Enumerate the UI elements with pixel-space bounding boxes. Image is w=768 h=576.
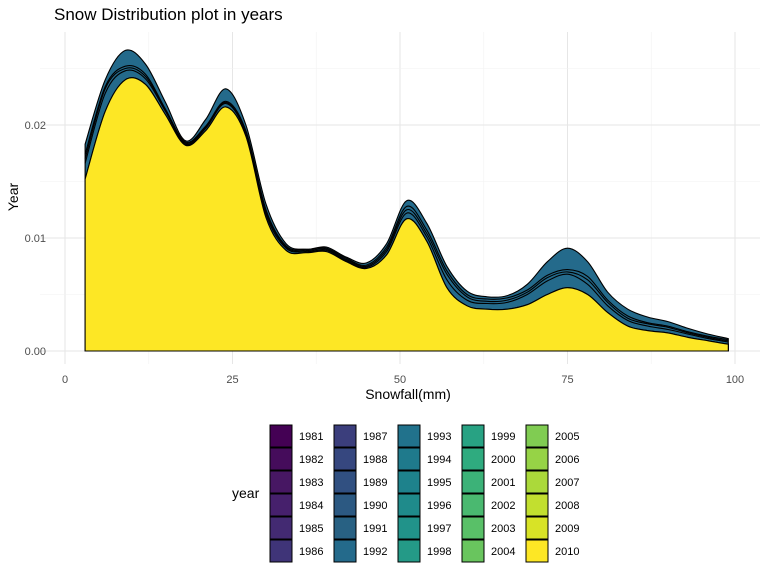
legend-key-1988: [333, 447, 357, 471]
legend-key-2009: [525, 516, 549, 540]
legend-label-1983: 1983: [299, 477, 323, 489]
density-areas: [84, 49, 729, 352]
legend-label-1986: 1986: [299, 546, 323, 558]
legend-label-1999: 1999: [491, 431, 515, 443]
legend-label-1989: 1989: [363, 477, 387, 489]
y-axis-title: Year: [5, 183, 21, 212]
legend-label-1985: 1985: [299, 523, 323, 535]
legend-label-2008: 2008: [555, 500, 579, 512]
legend: year 1981 1982 1983 1984 1985 1986 1987 1988 198…: [232, 424, 579, 563]
legend-label-1984: 1984: [299, 500, 323, 512]
legend-key-1989: [333, 470, 357, 494]
y-tick-label: 0.00: [25, 346, 46, 358]
legend-label-1991: 1991: [363, 523, 387, 535]
legend-key-1987: [333, 424, 357, 448]
density-outline-2: [84, 65, 729, 341]
x-axis-title: Snowfall(mm): [365, 386, 451, 402]
density-outline-1: [84, 67, 729, 342]
legend-label-1988: 1988: [363, 454, 387, 466]
y-axis-ticks: 0.00 0.01 0.02: [25, 120, 46, 358]
legend-label-1993: 1993: [427, 431, 451, 443]
legend-key-2005: [525, 424, 549, 448]
legend-key-2010: [525, 539, 549, 563]
legend-key-2008: [525, 493, 549, 517]
x-tick-label: 75: [561, 374, 573, 386]
legend-label-2002: 2002: [491, 500, 515, 512]
legend-key-1985: [269, 516, 293, 540]
legend-label-2001: 2001: [491, 477, 515, 489]
x-tick-label: 25: [226, 374, 238, 386]
legend-label-1997: 1997: [427, 523, 451, 535]
legend-label-1981: 1981: [299, 431, 323, 443]
chart-title: Snow Distribution plot in years: [54, 5, 283, 24]
legend-title: year: [232, 485, 260, 501]
legend-key-1981: [269, 424, 293, 448]
legend-key-2004: [461, 539, 485, 563]
legend-key-2002: [461, 493, 485, 517]
legend-key-1992: [333, 539, 357, 563]
legend-label-2007: 2007: [555, 477, 579, 489]
legend-label-2005: 2005: [555, 431, 579, 443]
legend-label-1995: 1995: [427, 477, 451, 489]
legend-key-1996: [397, 493, 421, 517]
legend-label-1998: 1998: [427, 546, 451, 558]
legend-key-1997: [397, 516, 421, 540]
legend-label-2003: 2003: [491, 523, 515, 535]
legend-key-1993: [397, 424, 421, 448]
legend-label-2000: 2000: [491, 454, 515, 466]
y-tick-label: 0.01: [25, 233, 46, 245]
x-tick-label: 0: [62, 374, 68, 386]
legend-key-1994: [397, 447, 421, 471]
legend-key-1998: [397, 539, 421, 563]
legend-key-2003: [461, 516, 485, 540]
legend-key-2006: [525, 447, 549, 471]
legend-label-2006: 2006: [555, 454, 579, 466]
x-axis-ticks: 0 25 50 75 100: [62, 374, 744, 386]
legend-label-1990: 1990: [363, 500, 387, 512]
legend-label-1994: 1994: [427, 454, 451, 466]
legend-key-1995: [397, 470, 421, 494]
legend-label-2004: 2004: [491, 546, 515, 558]
legend-key-1983: [269, 470, 293, 494]
density-outline-0: [84, 69, 729, 343]
legend-key-1984: [269, 493, 293, 517]
legend-label-1992: 1992: [363, 546, 387, 558]
legend-label-1996: 1996: [427, 500, 451, 512]
x-tick-label: 50: [394, 374, 406, 386]
legend-key-2007: [525, 470, 549, 494]
legend-key-1986: [269, 539, 293, 563]
density-area-2010-top: [84, 77, 729, 352]
legend-label-2010: 2010: [555, 546, 579, 558]
legend-key-1982: [269, 447, 293, 471]
legend-label-2009: 2009: [555, 523, 579, 535]
legend-label-1987: 1987: [363, 431, 387, 443]
y-tick-label: 0.02: [25, 120, 46, 132]
legend-key-1991: [333, 516, 357, 540]
legend-label-1982: 1982: [299, 454, 323, 466]
legend-key-1999: [461, 424, 485, 448]
legend-key-1990: [333, 493, 357, 517]
legend-key-2001: [461, 470, 485, 494]
x-tick-label: 100: [726, 374, 744, 386]
legend-key-2000: [461, 447, 485, 471]
